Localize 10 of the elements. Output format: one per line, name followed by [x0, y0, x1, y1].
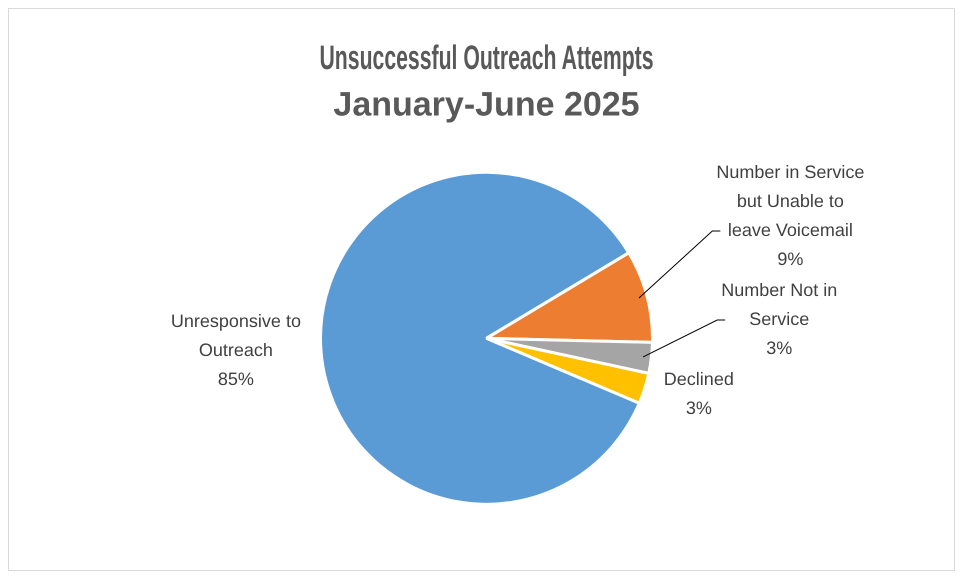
slice-label: Number in Service but Unable to leave Voicemail: [716, 162, 864, 240]
data-label: 9%: [777, 249, 804, 270]
slice-label: Unresponsive to Outreach: [170, 311, 301, 360]
chart-title: Unsuccessful Outreach Attempts: [319, 38, 654, 78]
slice-label: Declined: [664, 369, 734, 390]
chart-subtitle: January-June 2025: [333, 86, 640, 124]
slice-label: Number Not in Service: [721, 280, 838, 330]
data-label: 3%: [686, 398, 712, 418]
data-label: 3%: [766, 338, 792, 358]
data-label: 85%: [218, 369, 254, 390]
